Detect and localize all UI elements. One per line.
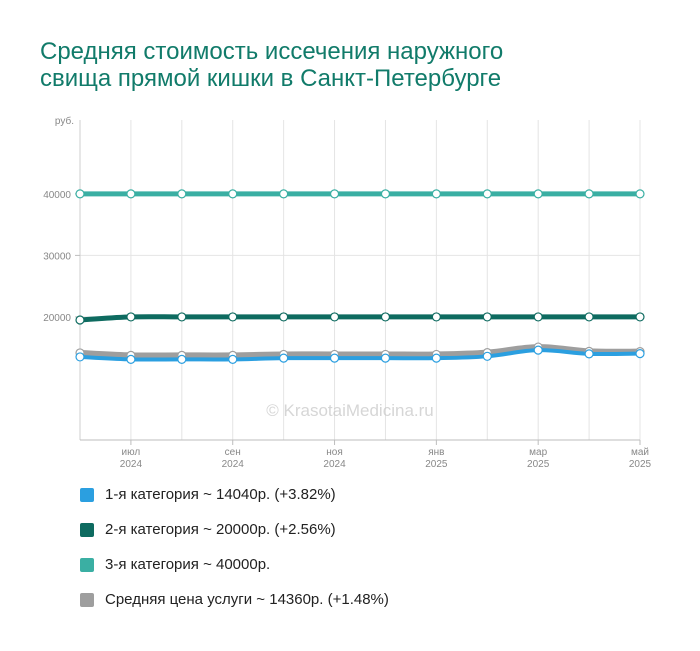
data-point-series-3 (177, 189, 187, 199)
data-point-series-1 (329, 353, 340, 363)
legend-label: 2-я категория ~ 20000р. (+2.56%) (105, 521, 336, 538)
legend-item-4: Средняя цена услуги ~ 14360р. (+1.48%) (80, 591, 389, 626)
x-tick-label-month: янв (428, 447, 444, 458)
data-point-series-3 (635, 189, 645, 199)
data-point-series-1 (635, 349, 645, 359)
data-point-series-1 (75, 352, 85, 362)
data-point-series-3 (482, 189, 492, 199)
x-tick-label-year: 2025 (629, 459, 652, 470)
y-tick-label: 30000 (43, 251, 71, 262)
chart-title: Средняя стоимость иссечения наружного св… (40, 38, 600, 92)
data-point-series-2 (635, 312, 645, 322)
data-point-series-3 (228, 189, 238, 199)
x-tick-label-month: ноя (326, 447, 343, 458)
data-point-series-2 (380, 312, 391, 322)
legend-label: 1-я категория ~ 14040р. (+3.82%) (105, 486, 336, 503)
x-tick-label-year: 2025 (527, 459, 550, 470)
legend-swatch (80, 593, 94, 607)
data-point-series-2 (126, 312, 136, 322)
series-line-2 (77, 314, 643, 323)
data-point-series-1 (177, 354, 187, 364)
x-tick-label-month: сен (225, 447, 241, 458)
data-point-series-3 (329, 189, 340, 199)
data-point-series-3 (584, 189, 594, 199)
y-tick-label: 20000 (43, 313, 71, 324)
x-tick-label-month: мар (529, 447, 547, 458)
watermark: © KrasotaiMedicina.ru (266, 401, 434, 420)
data-point-series-2 (75, 315, 85, 325)
data-point-series-1 (228, 354, 238, 364)
data-point-series-1 (279, 353, 289, 363)
data-point-series-1 (482, 351, 492, 361)
data-point-series-2 (533, 312, 543, 322)
legend-label: 3-я категория ~ 40000р. (105, 556, 271, 573)
legend-swatch (80, 488, 94, 502)
data-point-series-2 (177, 312, 187, 322)
legend-swatch (80, 558, 94, 572)
x-tick-label-year: 2025 (425, 459, 448, 470)
line-chart: руб.200003000040000июл2024сен2024ноя2024… (43, 115, 652, 470)
data-point-series-3 (533, 189, 543, 199)
x-tick-label-year: 2024 (222, 459, 245, 470)
data-point-series-2 (431, 312, 441, 322)
data-point-series-2 (228, 312, 238, 322)
x-tick-label-month: июл (122, 447, 141, 458)
y-axis-unit-label: руб. (55, 115, 74, 127)
legend-swatch (80, 523, 94, 537)
data-point-series-3 (279, 189, 289, 199)
data-point-series-3 (431, 189, 441, 199)
chart-title-line-2: свища прямой кишки в Санкт-Петербурге (40, 65, 502, 92)
data-point-series-3 (75, 189, 85, 199)
chart-legend: 1-я категория ~ 14040р. (+3.82%) 2-я кате… (80, 486, 389, 626)
data-point-series-1 (584, 349, 594, 359)
data-point-series-1 (380, 353, 391, 363)
x-tick-label-year: 2024 (120, 459, 143, 470)
x-tick-label-year: 2024 (323, 459, 346, 470)
data-point-series-2 (279, 312, 289, 322)
chart-title-line-1: Средняя стоимость иссечения наружного (40, 38, 504, 65)
x-tick-label-month: май (631, 447, 649, 458)
data-point-series-2 (482, 312, 492, 322)
legend-item-3: 3-я категория ~ 40000р. (80, 556, 389, 591)
legend-item-1: 1-я категория ~ 14040р. (+3.82%) (80, 486, 389, 521)
data-point-series-3 (126, 189, 136, 199)
y-tick-label: 40000 (43, 190, 71, 201)
data-point-series-2 (584, 312, 594, 322)
data-point-series-1 (533, 345, 543, 355)
legend-label: Средняя цена услуги ~ 14360р. (+1.48%) (105, 591, 389, 608)
data-point-series-2 (329, 312, 340, 322)
data-point-series-1 (126, 354, 136, 364)
data-point-series-1 (431, 353, 441, 363)
legend-item-2: 2-я категория ~ 20000р. (+2.56%) (80, 521, 389, 556)
data-point-series-3 (380, 189, 391, 199)
